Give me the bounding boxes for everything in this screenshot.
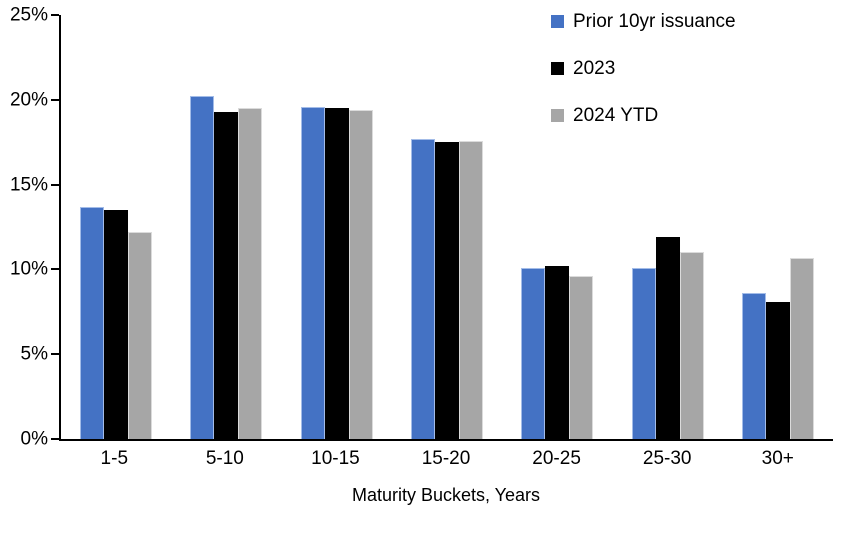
bar <box>569 276 594 439</box>
y-axis-labels: 0% 5% 10% 15% 20% 25% <box>0 6 48 449</box>
bar-group-10-15 <box>282 15 392 439</box>
legend-item: 2023 <box>551 57 736 80</box>
y-tick-mark <box>51 183 59 186</box>
x-axis-labels: 1-5 5-10 10-15 15-20 20-25 25-30 30+ <box>59 448 833 470</box>
y-axis-tick-marks <box>51 14 59 440</box>
bar <box>458 140 483 439</box>
bar-group-30+ <box>723 15 833 439</box>
bar <box>545 266 570 439</box>
y-tick-label: 25% <box>9 4 48 26</box>
y-tick-label: 5% <box>20 343 48 365</box>
bar <box>238 108 263 439</box>
bar <box>214 111 239 439</box>
y-tick-label: 10% <box>9 258 48 280</box>
bar-group-1-5 <box>61 15 171 439</box>
legend-label: Prior 10yr issuance <box>573 11 736 32</box>
y-tick-mark <box>51 353 59 356</box>
y-tick-mark <box>51 268 59 271</box>
legend-swatch-icon <box>551 15 564 28</box>
x-axis-title: Maturity Buckets, Years <box>351 485 541 505</box>
y-tick-label: 0% <box>20 428 48 450</box>
x-tick-label: 20-25 <box>532 448 581 469</box>
x-tick-label: 30+ <box>761 448 794 469</box>
bar <box>655 237 680 439</box>
y-tick-mark <box>51 98 59 101</box>
bar <box>521 267 546 439</box>
legend: Prior 10yr issuance 2023 2024 YTD <box>551 10 736 151</box>
bar-group-15-20 <box>392 15 502 439</box>
y-tick-mark <box>51 14 59 16</box>
bar-group-5-10 <box>171 15 281 439</box>
bar <box>324 108 349 439</box>
bar <box>434 142 459 439</box>
legend-swatch-icon <box>551 109 564 122</box>
bar <box>789 257 814 439</box>
plot-area <box>59 15 833 441</box>
x-tick-label: 10-15 <box>311 448 360 469</box>
bar <box>190 96 215 439</box>
bar <box>679 252 704 439</box>
x-tick-label: 15-20 <box>421 448 471 469</box>
y-tick-label: 15% <box>9 174 48 196</box>
y-tick-mark <box>51 438 59 440</box>
legend-label: 2023 <box>573 58 616 79</box>
legend-swatch-icon <box>551 62 564 75</box>
bar <box>741 293 766 439</box>
legend-item: 2024 YTD <box>551 104 736 127</box>
bar <box>300 106 325 439</box>
bar <box>410 138 435 439</box>
bar-group-20-25 <box>502 15 612 439</box>
legend-item: Prior 10yr issuance <box>551 10 736 33</box>
x-tick-label: 25-30 <box>642 448 692 469</box>
bar <box>348 109 373 439</box>
bar-group-25-30 <box>612 15 722 439</box>
bar <box>80 206 105 439</box>
bar <box>104 210 129 439</box>
legend-label: 2024 YTD <box>573 105 659 126</box>
bar <box>631 267 656 439</box>
x-tick-label: 1-5 <box>100 448 129 469</box>
bar <box>765 301 790 439</box>
y-tick-label: 20% <box>9 89 48 111</box>
bar <box>128 232 153 439</box>
bars-layer <box>61 15 833 439</box>
x-tick-label: 5-10 <box>205 448 244 469</box>
